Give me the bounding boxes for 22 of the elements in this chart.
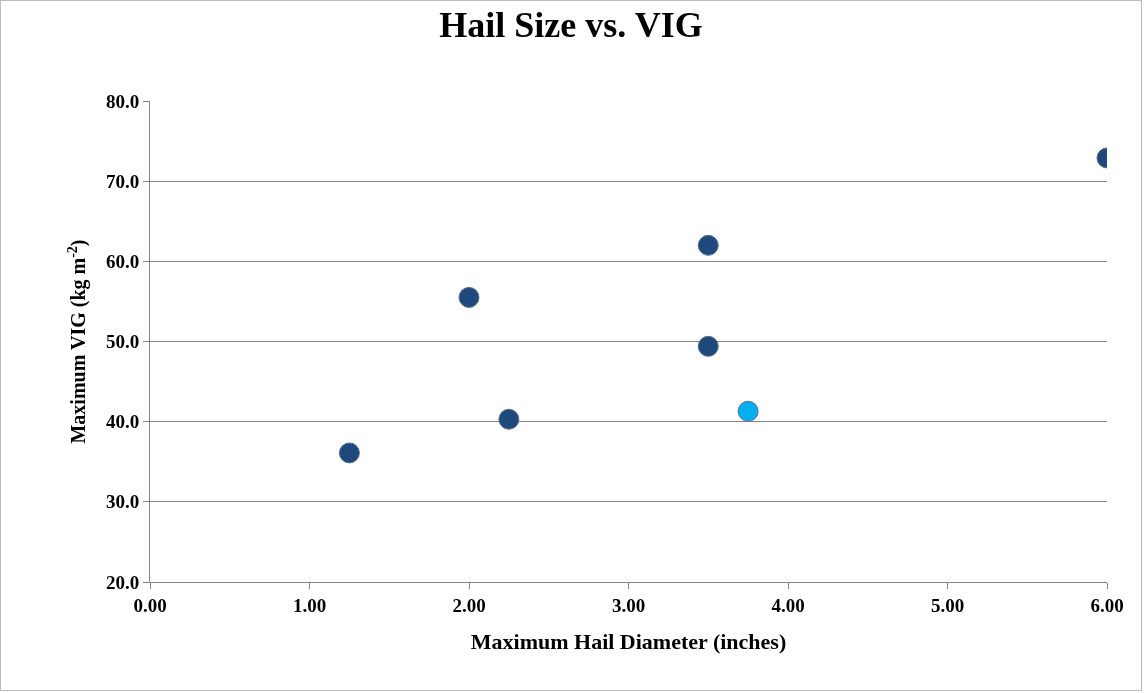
y-tick-label: 80.0	[105, 90, 140, 112]
point	[697, 234, 719, 256]
y-tick-label: 70.0	[105, 170, 140, 192]
point	[498, 408, 520, 430]
x-tick-label: 1.00	[292, 594, 327, 616]
point	[458, 286, 480, 308]
x-tick-label: 0.00	[133, 594, 167, 616]
x-tick-label: 5.00	[930, 594, 965, 616]
x-tick-label: 2.00	[452, 594, 486, 616]
point	[697, 335, 719, 357]
x-tick-label: 6.00	[1090, 594, 1124, 616]
x-tick-label: 3.00	[611, 594, 646, 616]
y-tick-label: 30.0	[105, 491, 140, 513]
point	[338, 442, 360, 464]
chart-title: Hail Size vs. VIG	[439, 4, 703, 45]
x-tick-label: 4.00	[771, 594, 805, 616]
y-tick-label: 50.0	[105, 331, 140, 353]
y-tick-label: 40.0	[105, 411, 140, 433]
x-axis-title: Maximum Hail Diameter (inches)	[470, 628, 787, 654]
y-tick-label: 20.0	[105, 571, 140, 593]
y-tick-label: 60.0	[105, 250, 140, 272]
point	[737, 400, 759, 422]
